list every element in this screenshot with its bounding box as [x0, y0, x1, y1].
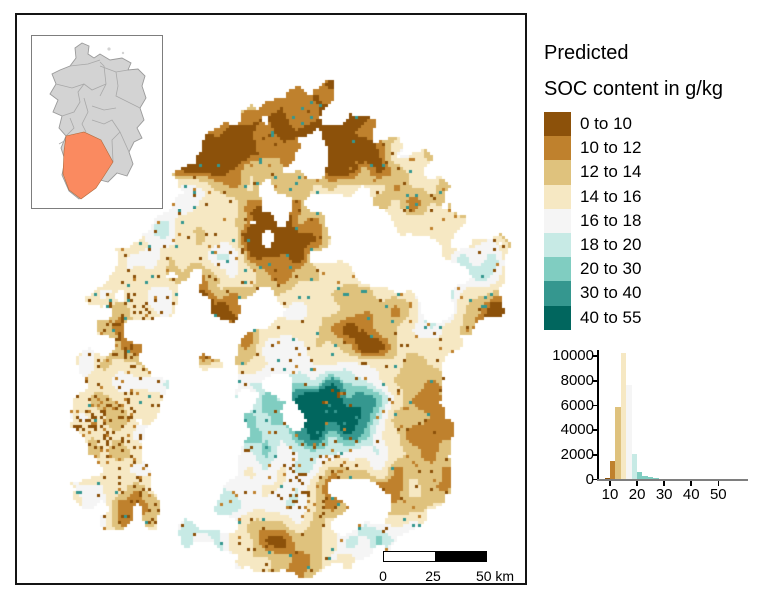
legend-row-3: 14 to 16 [544, 184, 642, 209]
hist-y-tick-0 [592, 478, 597, 481]
hist-x-tick-40 [690, 481, 692, 486]
scale-label-25: 25 [425, 568, 441, 584]
hist-x-axis [597, 479, 748, 481]
scale-label-50km: 50 km [475, 568, 515, 584]
scale-label-0: 0 [379, 568, 387, 584]
legend-swatch [544, 257, 571, 282]
germany-inset-svg [49, 42, 147, 200]
hist-bar-28-30 [658, 478, 665, 480]
legend-swatch [544, 305, 571, 330]
legend-row-7: 30 to 40 [544, 281, 642, 306]
hist-bar-10-12 [610, 461, 616, 480]
hist-bar-8-10 [604, 477, 610, 480]
hist-y-label-6000: 6000 [560, 396, 594, 414]
legend-swatch [544, 160, 571, 185]
legend-swatch [544, 208, 571, 233]
hist-x-label-50: 50 [709, 486, 727, 503]
baden-wuerttemberg-highlight [62, 131, 114, 200]
baltic-island [107, 47, 111, 51]
legend-row-4: 16 to 18 [544, 208, 642, 233]
legend-class-label: 20 to 30 [580, 259, 642, 279]
germany-inset-map [31, 35, 163, 209]
hist-bar-12-14 [615, 406, 621, 480]
map-frame: 0 25 50 km [15, 13, 527, 585]
legend-swatch [544, 281, 571, 306]
hist-y-tick-8000 [592, 380, 597, 382]
legend-class-label: 0 to 10 [580, 114, 632, 134]
legend-title-line2: SOC content in g/kg [544, 78, 723, 100]
hist-x-tick-20 [636, 481, 638, 486]
hist-y-tick-4000 [592, 429, 597, 431]
hist-y-label-8000: 8000 [560, 371, 594, 389]
legend-class-label: 30 to 40 [580, 283, 642, 303]
hist-y-label-10000: 10000 [552, 347, 594, 365]
legend-swatch [544, 112, 571, 137]
hist-y-label-2000: 2000 [560, 445, 594, 463]
legend-entries: 0 to 10 10 to 12 12 to 14 14 to 16 16 to 18 1… [544, 112, 641, 330]
hist-y-label-4000: 4000 [560, 421, 594, 439]
legend-class-label: 18 to 20 [580, 235, 642, 255]
legend-class-label: 16 to 18 [580, 210, 642, 230]
hist-y-tick-10000 [592, 355, 597, 357]
hist-bar-20-22 [637, 471, 643, 480]
legend-row-8: 40 to 55 [544, 305, 642, 330]
hist-x-tick-10 [609, 481, 611, 486]
hist-x-label-10: 10 [601, 486, 619, 503]
hist-bar-26-28 [653, 478, 659, 480]
legend-class-label: 14 to 16 [580, 186, 642, 206]
legend-row-2: 12 to 14 [544, 160, 642, 185]
hist-y-label-0: 0 [585, 470, 594, 488]
hist-y-tick-6000 [592, 404, 597, 407]
hist-bar-16-18 [626, 384, 632, 480]
state-borders [55, 59, 141, 163]
legend-swatch [544, 184, 571, 209]
hist-bar-24-26 [647, 477, 654, 480]
hist-x-label-40: 40 [682, 486, 700, 503]
legend-row-5: 18 to 20 [544, 232, 642, 258]
hist-x-tick-50 [717, 481, 720, 486]
legend-row-1: 10 to 12 [544, 136, 642, 161]
baltic-island [121, 51, 125, 55]
legend-class-label: 12 to 14 [580, 162, 642, 182]
hist-y-axis [597, 350, 599, 481]
hist-bar-14-16 [620, 352, 627, 480]
hist-bar-22-24 [642, 475, 648, 480]
legend-swatch [544, 136, 571, 161]
legend-title-line1: Predicted [544, 42, 629, 64]
hist-x-label-30: 30 [655, 486, 673, 503]
hist-y-tick-2000 [592, 454, 597, 456]
legend-row-6: 20 to 30 [544, 257, 642, 282]
scale-bar-segment-0-25 [384, 552, 435, 561]
scale-bar-segment-25-50 [435, 552, 486, 561]
hist-bar-18-20 [631, 453, 638, 480]
soc-histogram: 0 2000 4000 6000 8000 10000 10 20 30 40 50 [530, 345, 768, 510]
legend-row-0: 0 to 10 [544, 112, 641, 137]
hist-x-label-20: 20 [628, 486, 646, 503]
legend-swatch [544, 232, 571, 258]
legend-class-label: 10 to 12 [580, 138, 642, 158]
hist-x-tick-30 [663, 481, 665, 486]
scale-bar [383, 551, 487, 562]
legend-class-label: 40 to 55 [580, 307, 642, 327]
